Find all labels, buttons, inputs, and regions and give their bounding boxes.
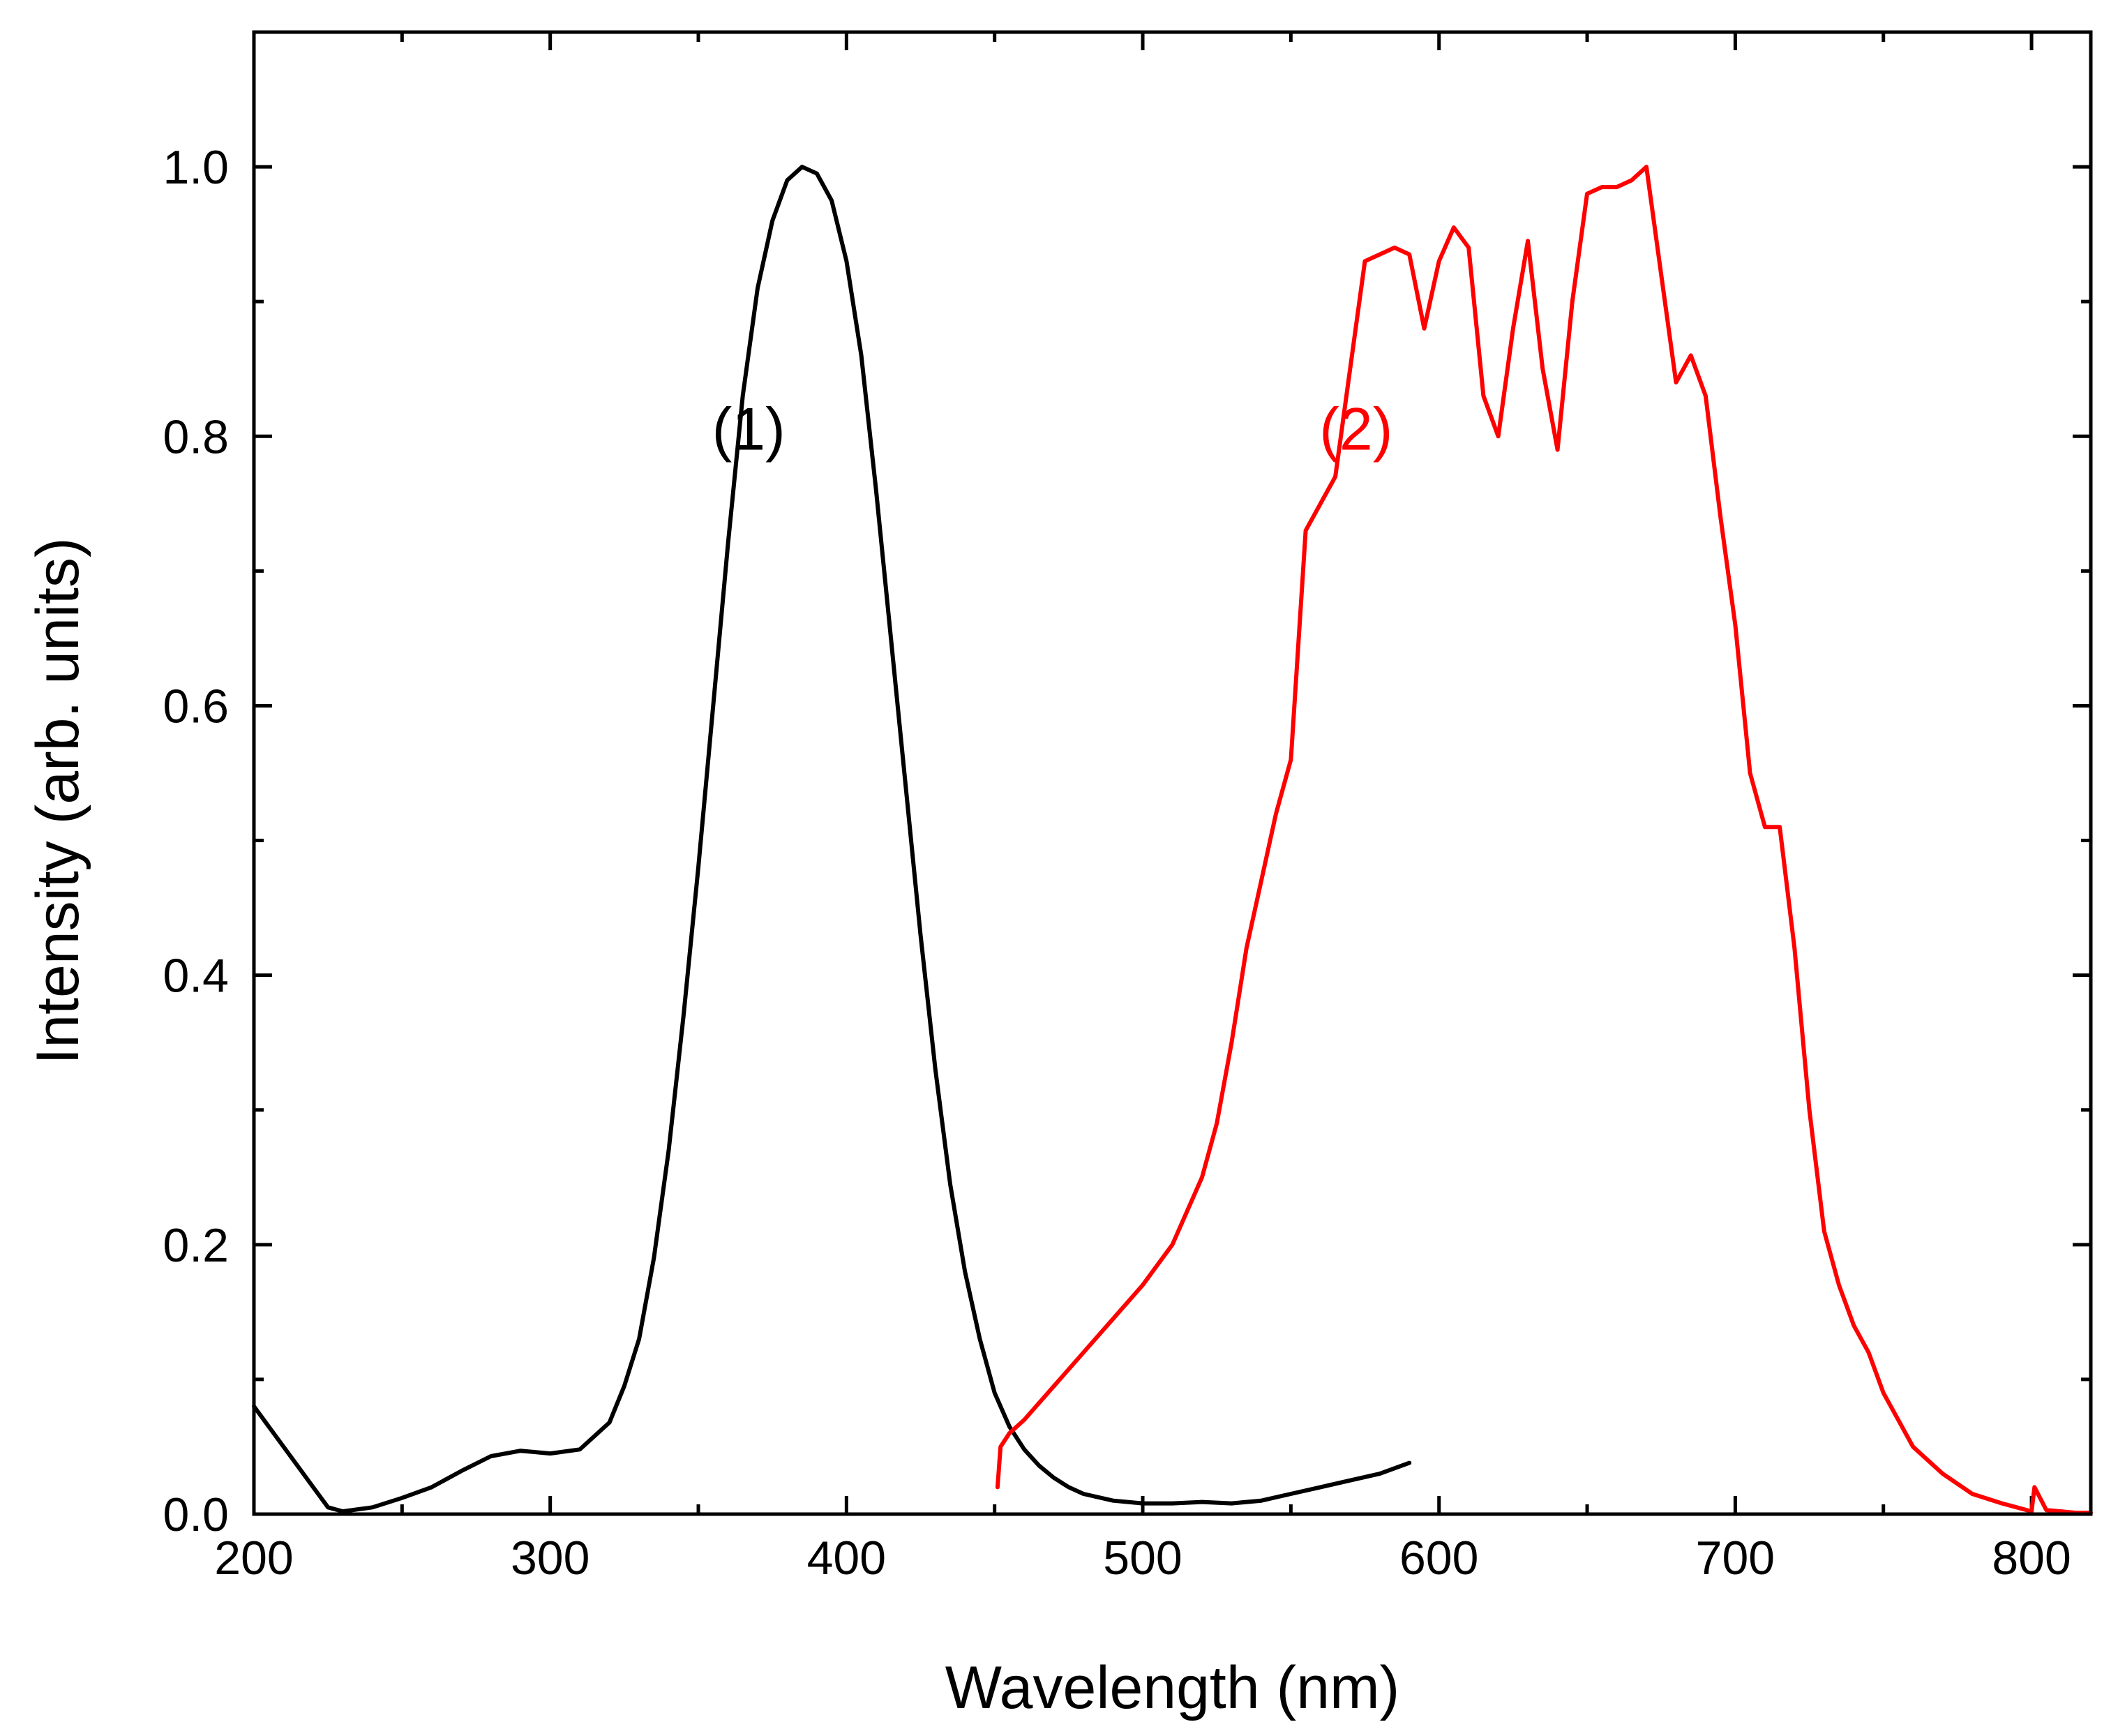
x-tick-label-200: 200: [214, 1532, 293, 1585]
series-label-1: (1): [712, 396, 786, 463]
series-line-2: [995, 165, 2093, 1516]
x-tick-label-600: 600: [1399, 1532, 1478, 1585]
x-tick-label-500: 500: [1103, 1532, 1182, 1585]
y-axis-title: Intensity (arb. units): [24, 537, 91, 1064]
y-tick-label-0.6: 0.6: [163, 680, 229, 733]
x-tick-label-800: 800: [1992, 1532, 2071, 1585]
series-group: (1) (2): [252, 165, 2093, 1516]
y-tick-label-1: 1.0: [163, 141, 229, 194]
y-axis-tick-labels: 0.0 0.2 0.4 0.6 0.8 1.0: [163, 141, 229, 1541]
y-tick-label-0.4: 0.4: [163, 950, 229, 1003]
y-tick-label-0.8: 0.8: [163, 410, 229, 463]
x-tick-label-300: 300: [511, 1532, 589, 1585]
x-tick-label-400: 400: [807, 1532, 886, 1585]
y-tick-label-0.2: 0.2: [163, 1219, 229, 1272]
y-tick-label-0: 0.0: [163, 1488, 229, 1541]
x-tick-label-700: 700: [1696, 1532, 1775, 1585]
x-axis-title: Wavelength (nm): [945, 1654, 1400, 1721]
series-label-2: (2): [1319, 396, 1392, 463]
series-line-1: [252, 165, 1412, 1514]
x-axis-tick-labels: 200 300 400 500 600 700 800: [214, 1532, 2071, 1585]
plot-frame: [252, 30, 2093, 1516]
